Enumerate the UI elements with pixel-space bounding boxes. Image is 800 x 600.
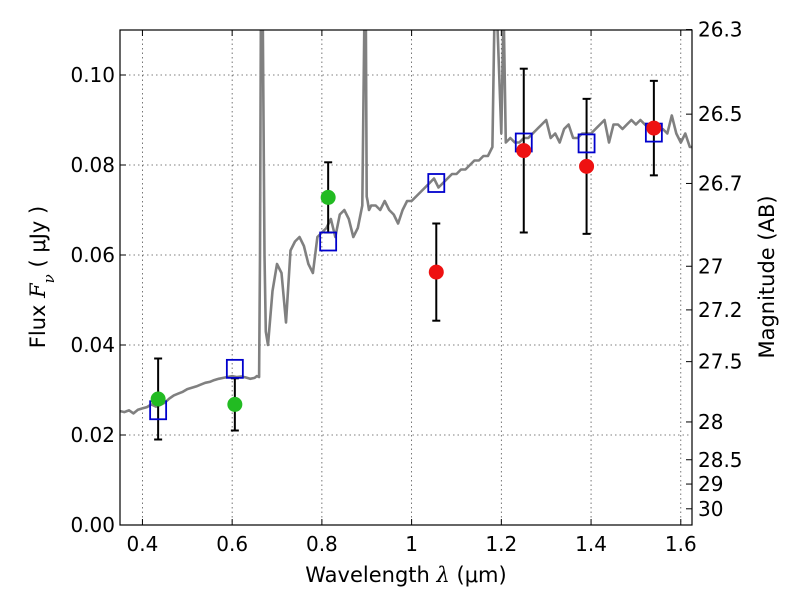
y-tick-label: 0.04 — [70, 333, 115, 357]
axes-ticks: 0.4 0.6 0.8 1 1.2 1.4 1.6 0.00 0.02 0.04 0.06 0.08 0… — [70, 18, 742, 556]
photometry-point — [150, 391, 166, 407]
photometry-point — [516, 143, 532, 159]
mag-tick-label: 30 — [698, 497, 723, 521]
x-tick-label: 0.4 — [127, 532, 159, 556]
plot-frame — [119, 29, 693, 526]
mag-tick-label: 26.5 — [698, 102, 743, 126]
markers — [149, 67, 663, 441]
y-axis-label: Flux Fν ( μJy ) — [26, 206, 58, 348]
x-tick-label: 0.8 — [306, 532, 338, 556]
model-square-marker — [319, 231, 338, 252]
model-square-marker — [577, 133, 596, 154]
photometry-point — [646, 120, 662, 136]
mag-tick-label: 26.7 — [698, 171, 743, 195]
photometry-point — [227, 396, 243, 412]
grid — [120, 30, 692, 525]
model-square-marker — [427, 173, 446, 193]
y-tick-label: 0.02 — [70, 423, 115, 447]
y2-axis-label: Magnitude (AB) — [755, 195, 779, 358]
x-tick-label: 1 — [405, 532, 418, 556]
mag-tick-label: 29 — [698, 472, 723, 496]
y-tick-label: 0.08 — [70, 153, 115, 177]
photometry-point — [320, 189, 336, 205]
mag-tick-label: 27 — [698, 254, 723, 278]
x-tick-label: 1.6 — [665, 532, 697, 556]
y-tick-label: 0.10 — [70, 63, 115, 87]
x-tick-label: 0.6 — [216, 532, 248, 556]
x-axis-label: Wavelength λ (μm) — [305, 563, 506, 587]
x-tick-label: 1.4 — [575, 532, 607, 556]
mag-tick-label: 27.2 — [698, 298, 743, 322]
y-tick-label: 0.00 — [70, 513, 115, 537]
photometry-point — [579, 158, 595, 174]
mag-tick-label: 27.5 — [698, 350, 743, 374]
model-square-marker — [225, 358, 244, 379]
mag-tick-label: 28 — [698, 410, 723, 434]
x-tick-label: 1.2 — [485, 532, 517, 556]
mag-tick-label: 28.5 — [698, 448, 743, 472]
mag-tick-label: 26.3 — [698, 18, 743, 42]
y-tick-label: 0.06 — [70, 243, 115, 267]
photometry-point — [428, 264, 444, 280]
